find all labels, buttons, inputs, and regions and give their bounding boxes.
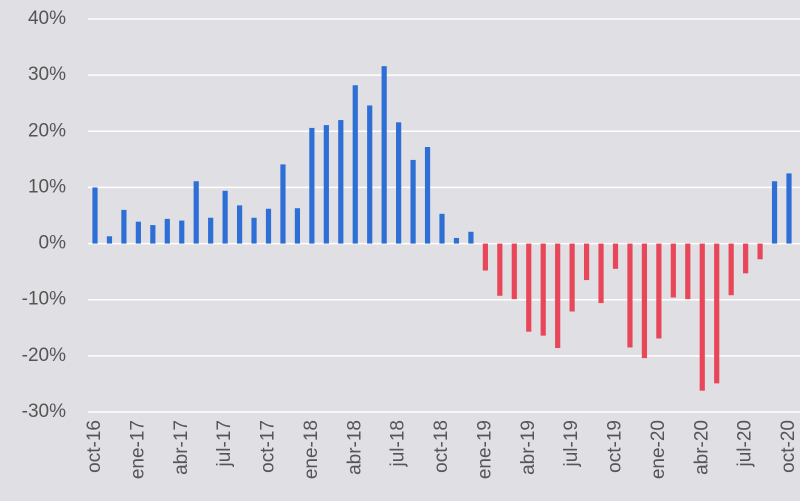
y-tick-label: -20% (22, 345, 66, 366)
bar (106, 236, 113, 244)
bar (135, 221, 141, 244)
bar (714, 243, 720, 384)
bar (352, 85, 358, 244)
bar (497, 243, 503, 296)
bar (309, 127, 315, 244)
y-tick-label: -30% (22, 401, 66, 422)
y-tick-label: 0% (39, 233, 67, 254)
bar (236, 205, 243, 244)
bar (555, 243, 561, 348)
bar (367, 105, 373, 244)
bar (410, 159, 416, 244)
bar (280, 164, 286, 244)
bar (453, 237, 460, 244)
bar (150, 225, 156, 244)
y-tick-label: 30% (28, 64, 66, 85)
y-tick-label: 20% (28, 120, 66, 141)
bar (670, 243, 676, 298)
bar (757, 243, 763, 260)
bar (612, 243, 619, 269)
bar (468, 231, 474, 244)
x-tick-label: ene-18 (301, 420, 322, 479)
bar (598, 243, 604, 304)
bar (439, 213, 445, 244)
x-tick-label: oct-18 (431, 420, 452, 473)
bar (743, 243, 749, 274)
bar (583, 243, 590, 281)
x-tick-label: ene-19 (474, 420, 495, 479)
y-tick-label: -10% (22, 289, 66, 310)
bar (381, 66, 387, 244)
x-tick-label: ene-20 (648, 420, 669, 479)
x-tick-label: oct-16 (84, 420, 105, 473)
bar (771, 181, 778, 244)
bar (511, 243, 517, 300)
bar (294, 208, 301, 244)
x-tick-label: oct-17 (258, 420, 279, 473)
bar (265, 208, 272, 244)
bar (656, 243, 662, 339)
x-tick-label: ene-17 (127, 420, 148, 479)
x-tick-label: oct-19 (605, 420, 626, 473)
x-tick-label: oct-20 (778, 420, 799, 473)
y-tick-label: 10% (28, 176, 66, 197)
x-tick-label: jul-18 (388, 420, 409, 467)
bar (92, 187, 98, 244)
y-tick-label: 40% (28, 8, 66, 29)
bar (540, 243, 546, 336)
bar (121, 209, 127, 244)
bar (424, 147, 431, 244)
bar (569, 243, 575, 312)
x-tick-label: jul-19 (561, 420, 582, 467)
bar (396, 122, 402, 244)
x-tick-label: abr-20 (691, 420, 712, 475)
bar (786, 173, 792, 244)
bar (323, 125, 329, 244)
bar (728, 243, 734, 296)
bar (193, 181, 199, 244)
x-tick-label: abr-19 (518, 420, 539, 475)
bar (164, 218, 170, 244)
x-tick-label: jul-17 (214, 420, 235, 467)
bar (627, 243, 633, 348)
bar (526, 243, 532, 332)
x-tick-label: jul-20 (735, 420, 756, 467)
bar (482, 243, 488, 271)
bar (699, 243, 705, 391)
x-tick-label: abr-18 (344, 420, 365, 475)
bar (208, 217, 214, 244)
bar (179, 220, 185, 244)
bar (222, 190, 228, 244)
bar (251, 217, 257, 244)
bar (685, 243, 691, 300)
bar (338, 120, 344, 244)
x-tick-label: abr-17 (171, 420, 192, 475)
bar (641, 243, 648, 359)
